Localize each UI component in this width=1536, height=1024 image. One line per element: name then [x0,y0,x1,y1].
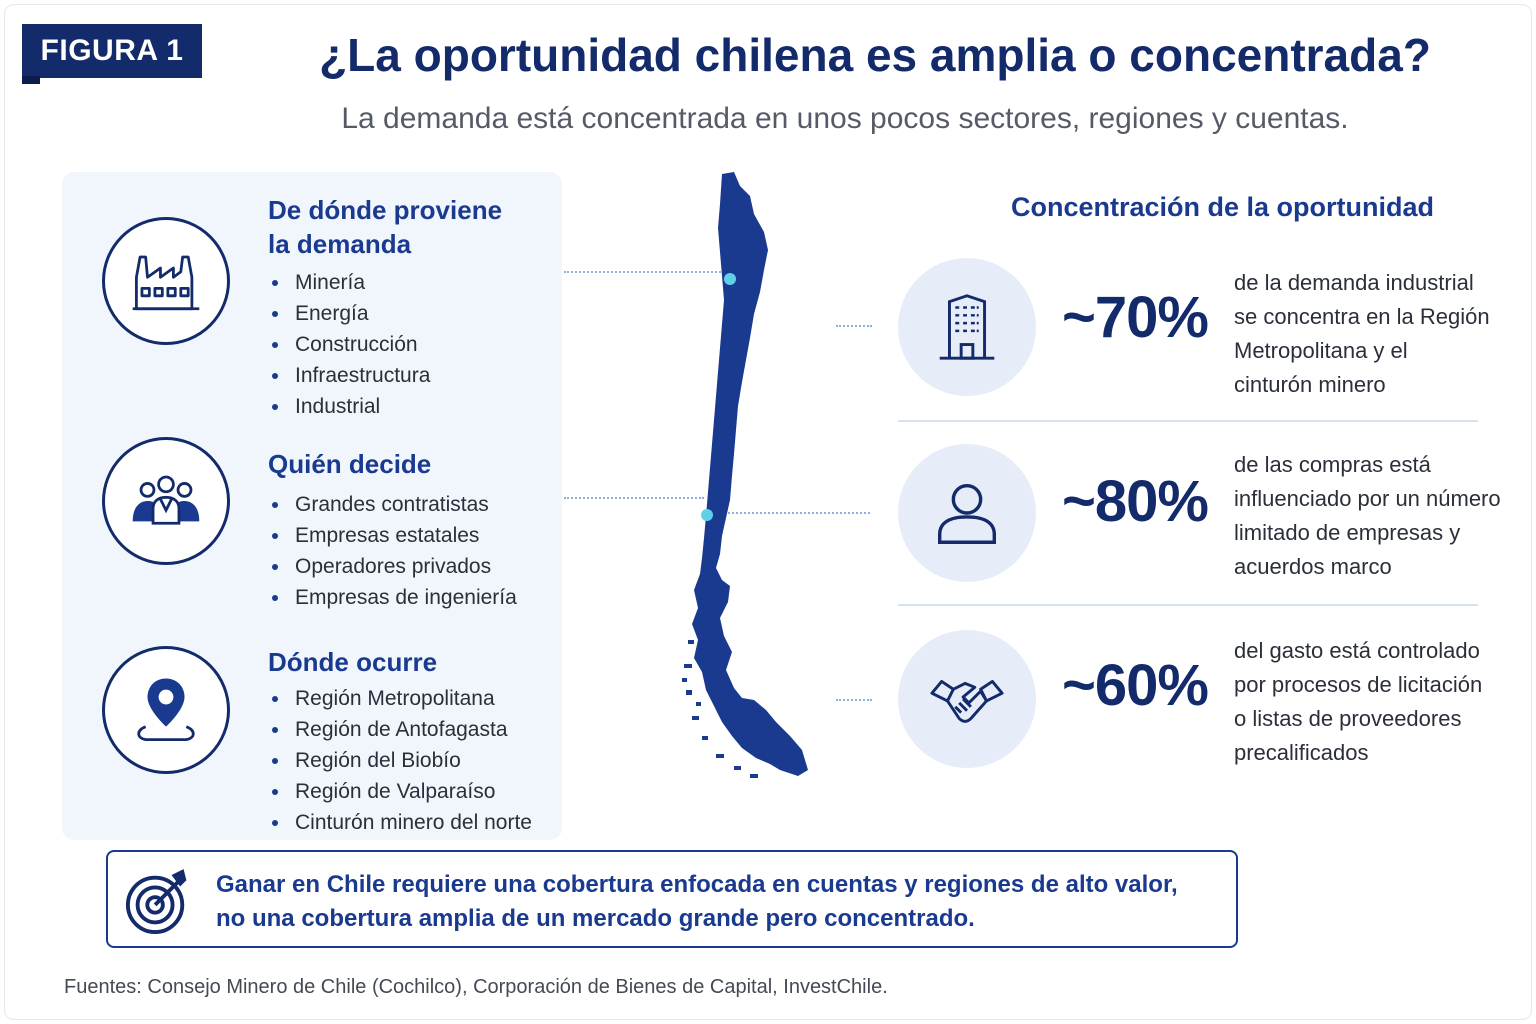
connector-line-stat3 [836,699,872,701]
stat-description-3: del gasto está controlado por procesos d… [1234,638,1483,765]
stat-value-1: ~70% [1062,285,1209,350]
location-pin-icon [137,678,195,741]
source-note: Fuentes: Consejo Minero de Chile (Cochil… [64,976,888,998]
connector-line-right-south [716,512,870,514]
list-item: Construcción [270,329,430,360]
where-list: Región Metropolitana Región de Antofagas… [270,683,532,838]
list-item: Región de Valparaíso [270,776,532,807]
stat-value-3: ~60% [1062,653,1209,718]
banner-text: Ganar en Chile requiere una cobertura en… [216,871,1178,932]
list-item: Energía [270,298,430,329]
section-heading-demand: De dónde proviene la demanda [268,195,503,259]
section-heading-where: Dónde ocurre [268,647,438,677]
conclusion-banner: Ganar en Chile requiere una cobertura en… [106,850,1238,948]
person-icon [937,483,997,544]
target-icon [125,869,187,935]
building-icon-circle [898,258,1036,396]
stat-divider [898,604,1478,606]
building-icon [939,294,995,360]
demand-list: Minería Energía Construcción Infraestruc… [270,267,430,422]
list-item: Región Metropolitana [270,683,532,714]
stat-description-1: de la demanda industrial se concentra en… [1234,270,1490,397]
list-item: Operadores privados [270,551,517,582]
stat-value-2: ~80% [1062,469,1209,534]
handshake-icon [930,679,1004,723]
factory-icon [132,255,200,311]
list-item: Industrial [270,391,430,422]
section-heading-decides: Quién decide [268,449,432,479]
figure-tag-accent [22,76,40,84]
list-item: Grandes contratistas [270,489,517,520]
list-item: Empresas estatales [270,520,517,551]
location-icon-circle [102,646,230,774]
page-title: ¿La oportunidad chilena es amplia o conc… [319,29,1431,81]
stat-description-2: de las compras está influenciado por un … [1234,452,1501,579]
people-group-icon [132,475,200,525]
chile-map-icon [682,172,808,778]
handshake-icon-circle [898,630,1036,768]
right-heading: Concentración de la oportunidad [1010,192,1435,222]
decides-list: Grandes contratistas Empresas estatales … [270,489,517,613]
person-icon-circle [898,444,1036,582]
connector-line-stat1 [836,325,872,327]
figure-tag: FIGURA 1 [22,24,202,78]
list-item: Región del Biobío [270,745,532,776]
connector-line-left-south [564,497,704,499]
list-item: Minería [270,267,430,298]
factory-icon-circle [102,217,230,345]
connector-line-north [564,271,724,273]
list-item: Cinturón minero del norte [270,807,532,838]
people-icon-circle [102,437,230,565]
stat-divider [898,420,1478,422]
list-item: Región de Antofagasta [270,714,532,745]
list-item: Infraestructura [270,360,430,391]
page-subtitle: La demanda está concentrada en unos poco… [341,102,1349,135]
figure-frame [4,4,1532,1020]
list-item: Empresas de ingeniería [270,582,517,613]
